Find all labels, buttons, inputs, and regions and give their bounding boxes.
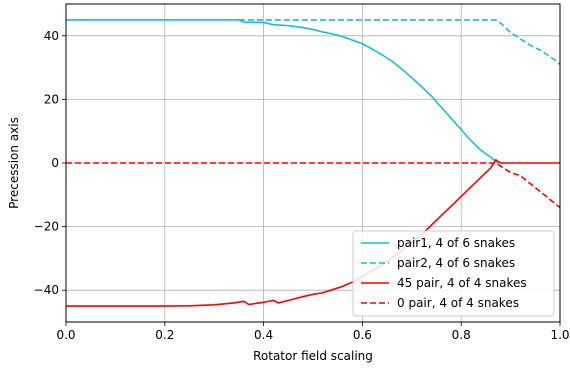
x-tick-label: 0.0	[56, 328, 75, 342]
x-tick-label: 0.8	[452, 328, 471, 342]
series-line-1	[66, 19, 499, 164]
x-axis-label: Rotator field scaling	[253, 349, 373, 363]
series-line-2	[238, 19, 560, 66]
legend-label: pair2, 4 of 6 snakes	[397, 256, 515, 270]
x-axis: 0.0 0.2 0.4 0.6 0.8 1.0	[56, 322, 570, 342]
series-line-4	[66, 162, 560, 209]
legend-label: 45 pair, 4 of 4 snakes	[397, 276, 527, 290]
legend-label: 0 pair, 4 of 4 snakes	[397, 296, 519, 310]
x-tick-label: 0.2	[155, 328, 174, 342]
x-tick-label: 1.0	[550, 328, 569, 342]
y-axis-label: Precession axis	[7, 117, 21, 209]
y-tick-label: 40	[44, 29, 59, 43]
y-tick-label: −40	[34, 283, 59, 297]
x-tick-label: 0.6	[353, 328, 372, 342]
x-tick-label: 0.4	[254, 328, 273, 342]
y-tick-label: 20	[44, 92, 59, 106]
y-axis: −40 −20 0 20 40	[34, 29, 66, 297]
legend-label: pair1, 4 of 6 snakes	[397, 236, 515, 250]
legend: pair1, 4 of 6 snakes pair2, 4 of 6 snakes…	[352, 230, 555, 317]
y-tick-label: 0	[51, 156, 59, 170]
legend-box	[352, 230, 555, 317]
y-tick-label: −20	[34, 220, 59, 234]
